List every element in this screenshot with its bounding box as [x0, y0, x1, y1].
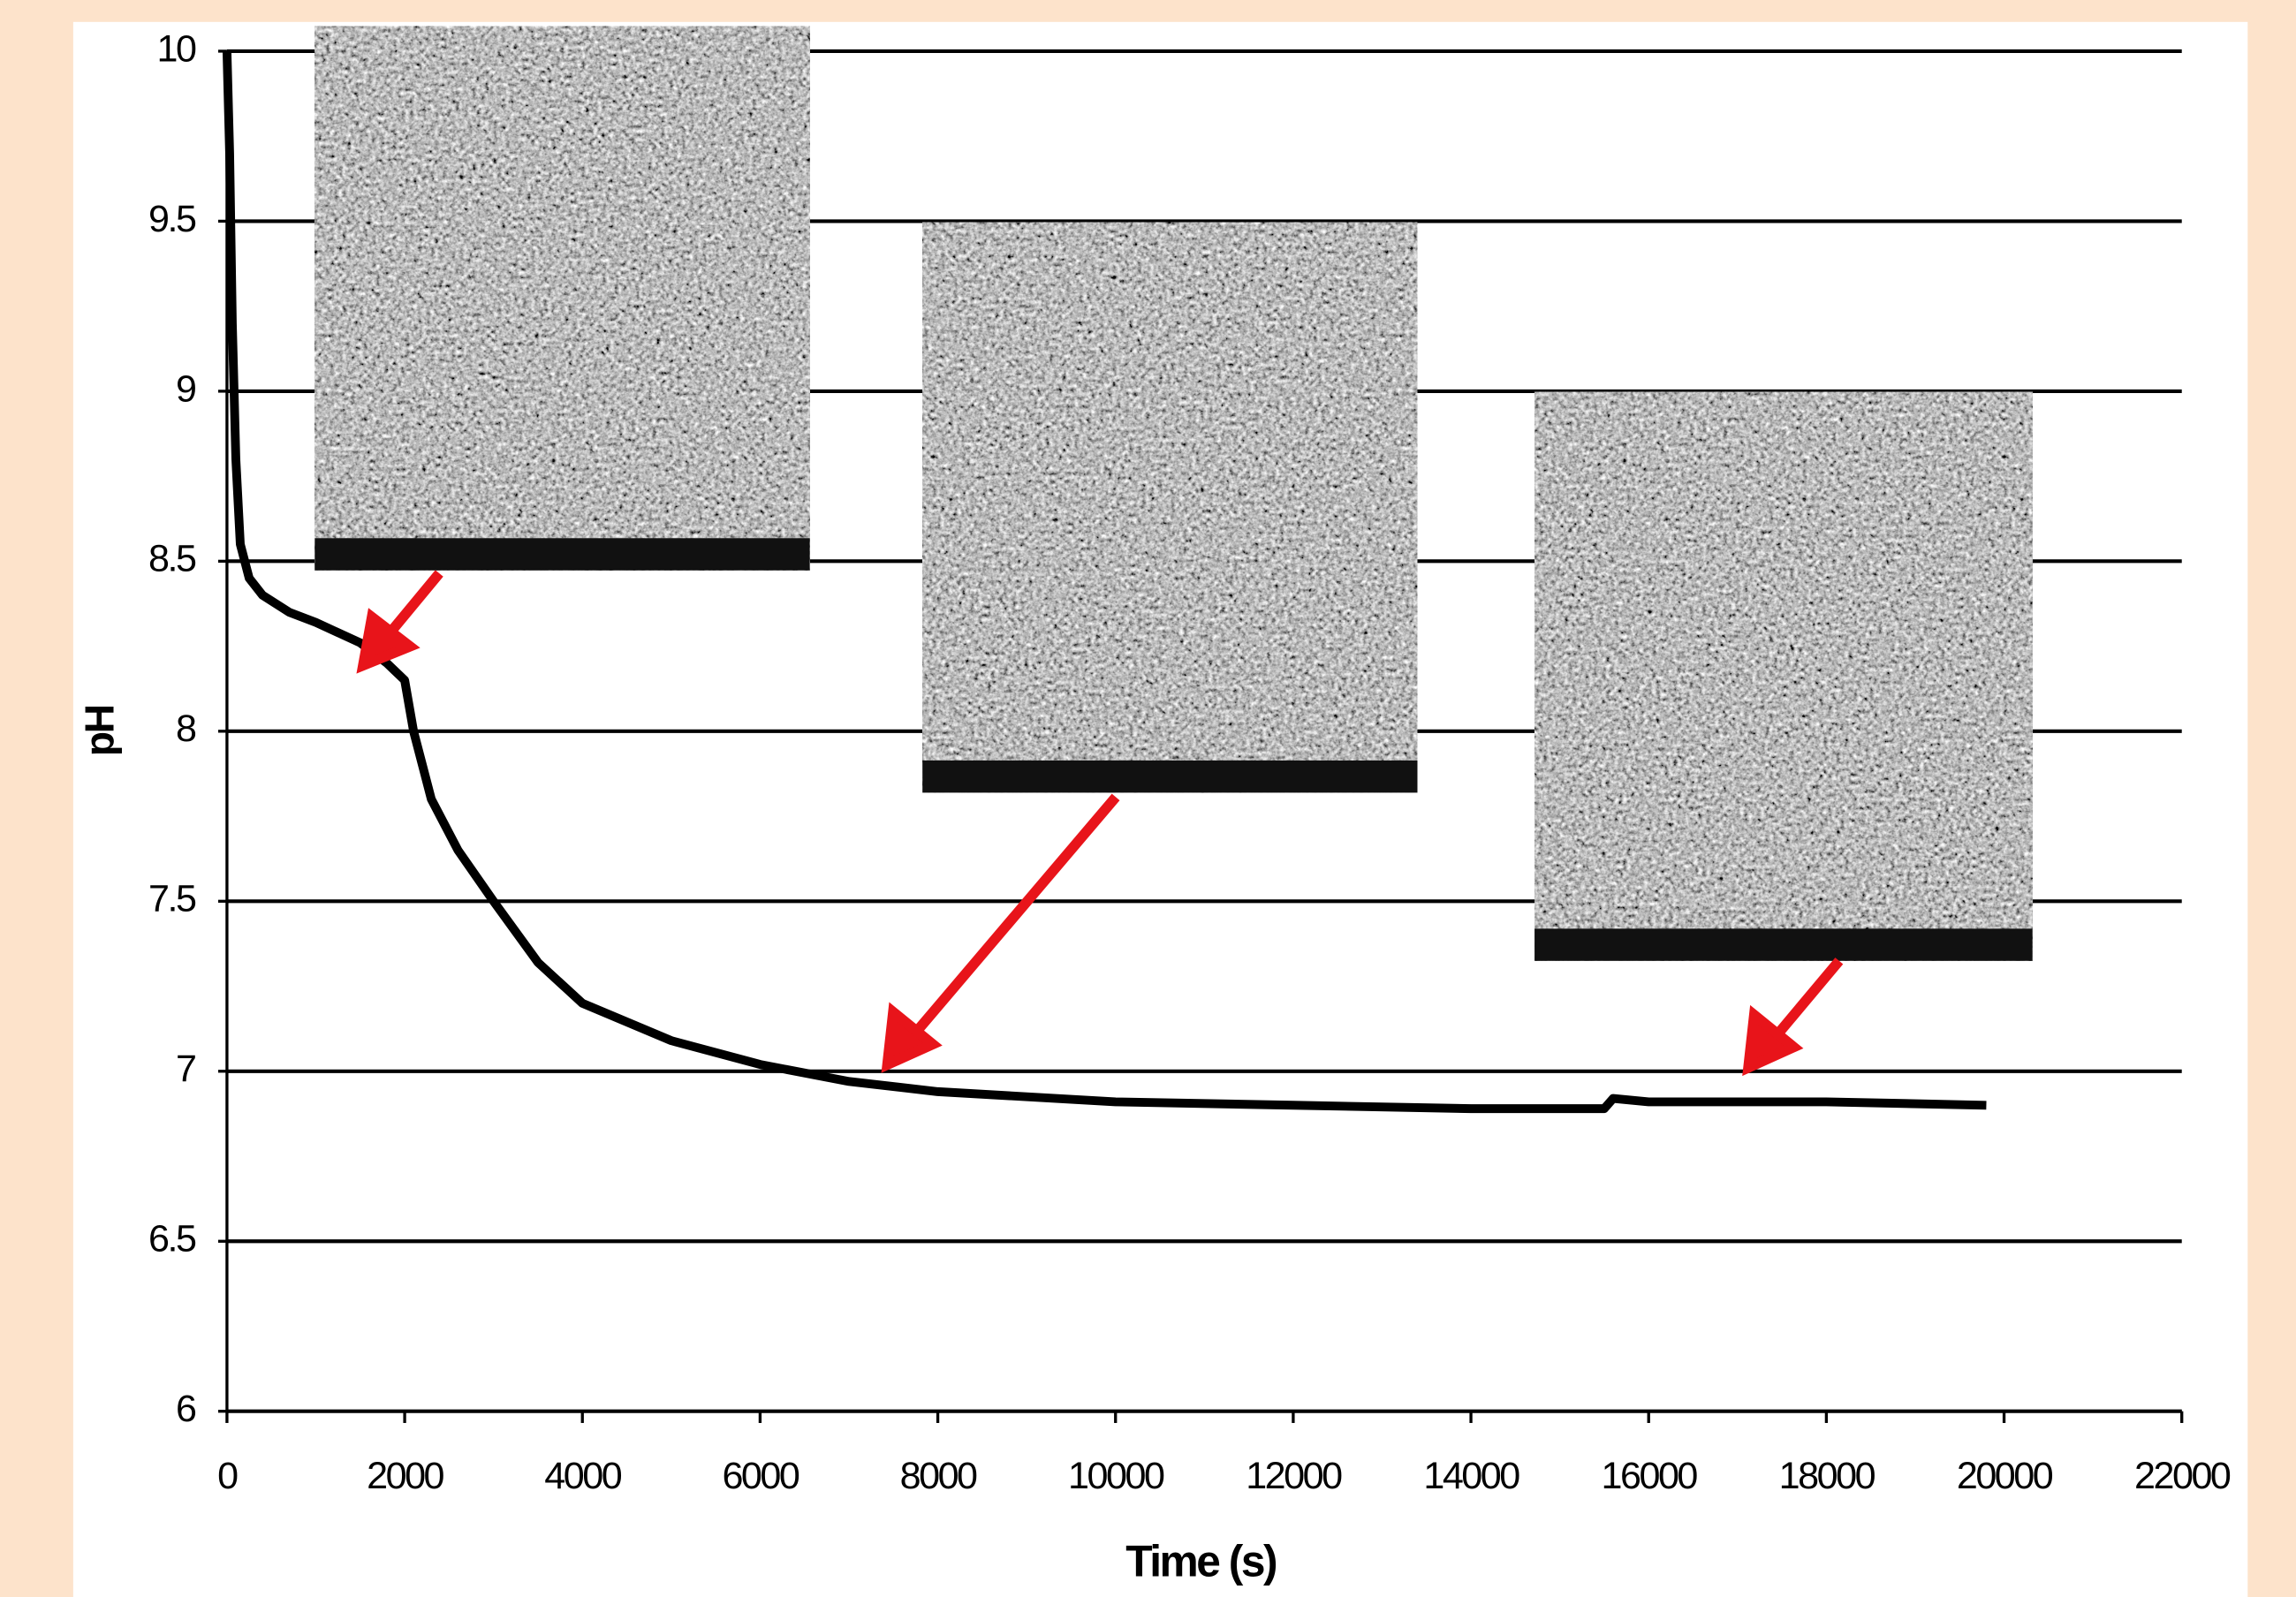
x-tick-label: 10000	[1068, 1455, 1164, 1497]
x-tick-label: 2000	[367, 1455, 443, 1497]
arrow	[1768, 957, 1844, 1045]
sem-image	[1534, 391, 2033, 961]
y-tick-label: 10	[156, 27, 195, 70]
y-tick-label: 6.5	[148, 1218, 196, 1260]
x-tick-label: 16000	[1602, 1455, 1698, 1497]
sem-image	[922, 222, 1418, 793]
y-tick-label: 9	[176, 367, 195, 410]
y-tick-label: 9.5	[148, 198, 196, 240]
x-tick-label: 22000	[2134, 1455, 2231, 1497]
x-axis-label: Time (s)	[1125, 1537, 1277, 1586]
scale-bar	[314, 538, 810, 571]
x-tick-label: 0	[217, 1455, 238, 1497]
arrows	[356, 570, 1844, 1077]
x-tick-label: 6000	[722, 1455, 799, 1497]
y-axis-label: pH	[76, 706, 122, 756]
arrow	[906, 793, 1120, 1042]
y-tick-label: 6	[176, 1388, 196, 1430]
x-tick-label: 14000	[1423, 1455, 1519, 1497]
x-tick-label: 4000	[544, 1455, 621, 1497]
y-tick-label: 8	[176, 708, 196, 750]
sem-insets	[314, 26, 2033, 961]
data-line	[222, 50, 1987, 1114]
series	[222, 50, 1987, 1114]
y-tick-label: 7	[176, 1048, 195, 1090]
arrow-head	[1742, 1004, 1804, 1077]
scale-bar	[922, 760, 1418, 793]
x-tick-label: 8000	[900, 1455, 977, 1497]
x-tick-label: 20000	[1957, 1455, 2053, 1497]
x-tick-label: 12000	[1246, 1455, 1342, 1497]
arrow-head	[881, 1002, 943, 1073]
arrow-head	[356, 608, 421, 674]
sem-image	[314, 26, 810, 571]
y-tick-label: 8.5	[148, 538, 196, 580]
x-tick-label: 18000	[1779, 1455, 1875, 1497]
y-tick-label: 7.5	[148, 878, 196, 920]
scale-bar	[1534, 928, 2033, 961]
